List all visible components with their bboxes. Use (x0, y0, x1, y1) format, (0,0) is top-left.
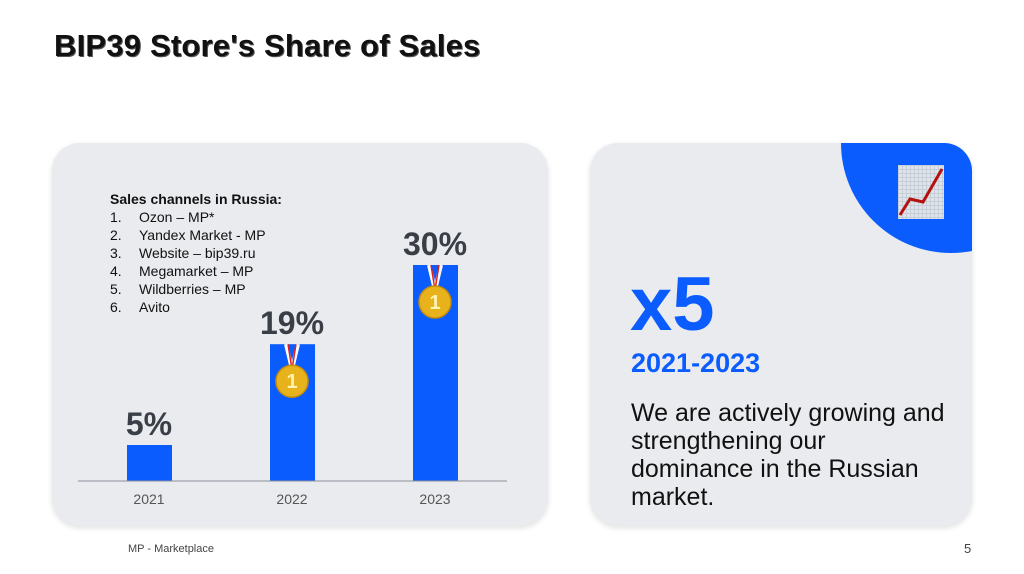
growth-multiplier: x5 (630, 262, 715, 347)
list-item: 2. Yandex Market - MP (110, 227, 266, 243)
sales-channels-list: Sales channels in Russia: 1. Ozon – MP* 2… (110, 190, 282, 316)
sales-share-card: Sales channels in Russia: 1. Ozon – MP* 2… (52, 143, 548, 526)
chart-increasing-icon (898, 165, 944, 219)
list-item: 4. Megamarket – MP (110, 263, 254, 279)
bar (127, 445, 172, 481)
medal-icon (275, 364, 309, 398)
data-label: 30% (403, 226, 467, 262)
medal-icon (418, 285, 452, 319)
x-tick-label: 2022 (276, 491, 307, 507)
page-title: BIP39 Store's Share of Sales (54, 28, 481, 63)
medal-number: 1 (429, 292, 440, 314)
x-tick-label: 2021 (133, 491, 164, 507)
growth-card: x5 2021-2023 We are actively growing and… (590, 143, 972, 526)
list-item: 3. Website – bip39.ru (110, 245, 256, 261)
medal-number: 1 (286, 371, 297, 393)
growth-description: We are actively growing and strengthenin… (631, 399, 945, 511)
x-tick-label: 2023 (419, 491, 450, 507)
growth-period: 2021-2023 (631, 348, 761, 378)
page-number: 5 (964, 541, 972, 556)
list-item: 6. Avito (110, 299, 170, 315)
sales-channels-heading: Sales channels in Russia: (110, 191, 282, 207)
list-item: 5. Wildberries – MP (110, 281, 246, 297)
data-label: 19% (260, 305, 324, 341)
footnote: MP - Marketplace (128, 543, 214, 555)
list-item: 1. Ozon – MP* (110, 209, 215, 225)
bar-chart: 5% 2021 19% 2022 1 30% 2023 1 (78, 226, 507, 507)
data-label: 5% (126, 406, 172, 442)
